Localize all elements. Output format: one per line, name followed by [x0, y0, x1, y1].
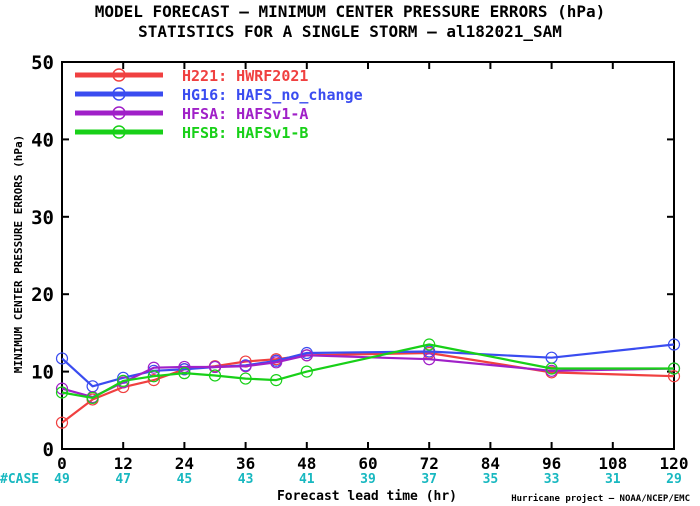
- data-point: [423, 353, 436, 366]
- data-point: [270, 374, 283, 387]
- data-point: [117, 374, 130, 387]
- x-tick-label: 12: [114, 454, 133, 473]
- legend-marker: [112, 106, 126, 120]
- data-point: [147, 361, 160, 374]
- x-tick-label: 36: [236, 454, 255, 473]
- case-count: 49: [54, 472, 70, 487]
- legend-label: H221: HWRF2021: [182, 67, 308, 85]
- legend-marker: [112, 87, 126, 101]
- data-point: [208, 369, 222, 382]
- case-count: 47: [115, 472, 131, 487]
- data-point: [667, 362, 681, 375]
- case-count: 35: [483, 472, 499, 487]
- data-point: [86, 391, 99, 405]
- data-point: [147, 374, 160, 387]
- chart-subtitle: STATISTICS FOR A SINGLE STORM – al182021…: [138, 22, 562, 41]
- x-tick-label: 120: [660, 454, 689, 473]
- x-tick-label: 24: [175, 454, 194, 473]
- data-point: [239, 372, 252, 385]
- x-tick-label: 84: [481, 454, 500, 473]
- data-point: [147, 370, 160, 383]
- series-line: [61, 351, 675, 424]
- x-axis-label: Forecast lead time (hr): [277, 489, 457, 504]
- case-count: 41: [299, 472, 315, 487]
- data-point: [667, 338, 681, 351]
- legend-label: HFSB: HAFSv1-B: [182, 124, 308, 142]
- legend-label: HG16: HAFS_no_change: [182, 86, 363, 104]
- data-point: [423, 338, 436, 351]
- credit-text: Hurricane project – NOAA/NCEP/EMC: [511, 493, 690, 504]
- case-count: 33: [544, 472, 560, 487]
- legend-marker: [112, 68, 126, 82]
- data-point: [270, 356, 283, 369]
- plot-frame: [61, 61, 675, 450]
- x-tick-label: 96: [542, 454, 561, 473]
- chart-title: MODEL FORECAST – MINIMUM CENTER PRESSURE…: [95, 2, 606, 21]
- data-point: [208, 360, 222, 374]
- axes: 0 10 20 30 40 50 0 12 24 36 48 60 72 84 96 108 120 49 47 45…: [31, 52, 688, 487]
- x-tick-label: 60: [358, 454, 377, 473]
- y-tick-label: 50: [31, 52, 54, 74]
- data-point: [55, 416, 69, 429]
- data-point: [300, 365, 313, 378]
- case-count: 31: [605, 472, 621, 487]
- legend-marker: [112, 125, 126, 139]
- case-count: 43: [238, 472, 254, 487]
- x-tick-label: 0: [57, 454, 67, 473]
- data-point: [300, 349, 313, 362]
- y-tick-label: 40: [31, 129, 54, 151]
- case-label: #CASE: [0, 472, 39, 487]
- legend-label: HFSA: HAFSv1-A: [182, 105, 308, 123]
- case-count: 29: [666, 472, 682, 487]
- data-point: [55, 382, 69, 395]
- y-tick-label: 20: [31, 284, 54, 306]
- data-point: [423, 345, 436, 358]
- data-point: [667, 370, 681, 383]
- y-tick-label: 10: [31, 362, 54, 384]
- data-point: [545, 362, 558, 375]
- y-tick-label: 30: [31, 207, 54, 229]
- case-count: 39: [360, 472, 376, 487]
- y-tick-label: 0: [43, 439, 54, 461]
- x-tick-label: 48: [297, 454, 316, 473]
- case-count: 45: [177, 472, 193, 487]
- data-point: [239, 360, 252, 373]
- x-tick-label: 108: [598, 454, 627, 473]
- y-axis-label: MINIMUM CENTER PRESSURE ERRORS (hPa): [12, 135, 25, 373]
- x-tick-label: 72: [420, 454, 439, 473]
- series-layer: [55, 338, 681, 429]
- data-point: [178, 367, 191, 380]
- data-point: [55, 352, 69, 365]
- case-count: 37: [421, 472, 437, 487]
- data-point: [55, 386, 69, 399]
